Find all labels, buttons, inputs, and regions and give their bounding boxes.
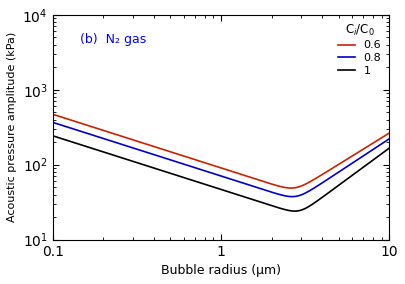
- 0.8: [341, 168, 345, 171]
- 0.6: [341, 160, 345, 164]
- Line: 0.8: 0.8: [53, 122, 389, 197]
- 0.8: [290, 195, 294, 198]
- 0.6: [387, 131, 392, 135]
- 0.6: [71, 119, 76, 123]
- 1: [341, 181, 345, 184]
- X-axis label: Bubble radius (μm): Bubble radius (μm): [161, 264, 281, 277]
- 0.8: [255, 186, 260, 189]
- 1: [292, 209, 297, 213]
- 1: [387, 147, 392, 150]
- 1: [50, 134, 55, 137]
- 0.8: [265, 189, 270, 193]
- 0.8: [246, 183, 251, 187]
- 0.6: [289, 186, 294, 190]
- 1: [246, 197, 251, 200]
- Line: 1: 1: [53, 136, 389, 211]
- 1: [265, 202, 270, 206]
- 0.6: [265, 181, 270, 184]
- Text: (b)  N₂ gas: (b) N₂ gas: [80, 33, 146, 46]
- 0.8: [50, 121, 55, 124]
- 0.6: [255, 178, 260, 181]
- Legend: 0.6, 0.8, 1: 0.6, 0.8, 1: [334, 18, 386, 80]
- 0.6: [306, 181, 311, 184]
- 1: [306, 205, 311, 208]
- 0.8: [387, 137, 392, 141]
- 0.8: [306, 190, 311, 193]
- Y-axis label: Acoustic pressure amplitude (kPa): Acoustic pressure amplitude (kPa): [7, 32, 17, 222]
- 0.6: [246, 175, 251, 178]
- Line: 0.6: 0.6: [53, 114, 389, 188]
- 0.6: [50, 112, 55, 116]
- 1: [255, 199, 260, 203]
- 0.8: [71, 127, 76, 131]
- 1: [71, 141, 76, 144]
